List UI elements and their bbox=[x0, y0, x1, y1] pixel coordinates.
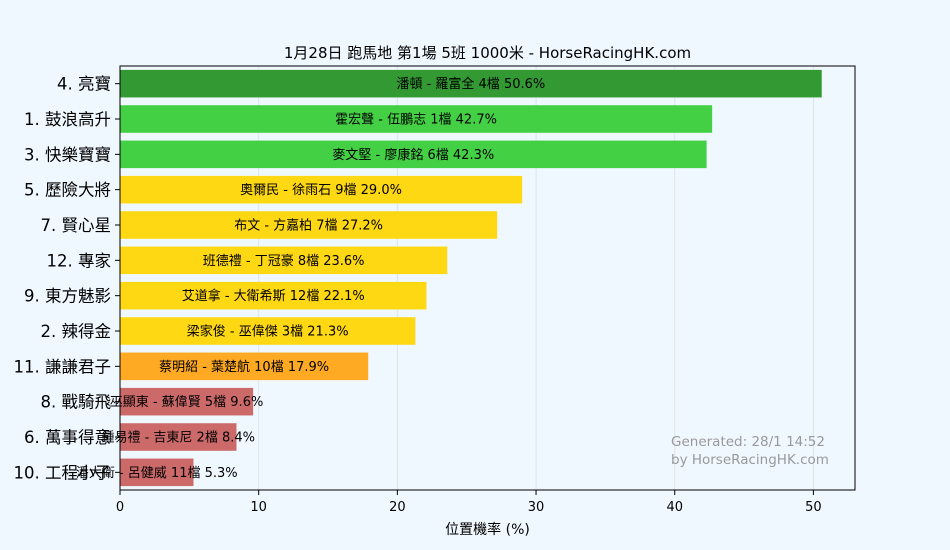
bar-labels: 潘頓 - 羅富全 4檔 50.6% 霍宏聲 - 伍鵬志 1檔 42.7% 麥文堅 -… bbox=[76, 76, 545, 481]
bar bbox=[120, 458, 194, 487]
bar-label: 奧爾民 - 徐雨石 9檔 29.0% bbox=[240, 183, 402, 198]
y-tick-label: 12. 專家 bbox=[47, 251, 112, 270]
x-tick-label: 20 bbox=[389, 500, 406, 515]
y-tick-label: 2. 辣得金 bbox=[41, 322, 112, 341]
y-tick-label: 3. 快樂寶寶 bbox=[24, 144, 111, 164]
bar-label: 麥文堅 - 廖康銘 6檔 42.3% bbox=[332, 147, 494, 163]
y-tick-label: 5. 歷險大將 bbox=[24, 181, 111, 200]
bar-label: 梁家俊 - 巫偉傑 3檔 21.3% bbox=[187, 324, 349, 340]
bar-label: 霍宏聲 - 伍鵬志 1檔 42.7% bbox=[335, 112, 497, 128]
bar bbox=[120, 69, 822, 98]
chart-title: 1月28日 跑馬地 第1場 5班 1000米 - HorseRacingHK.c… bbox=[284, 44, 691, 62]
y-tick-labels: 4. 亮寶 1. 鼓浪高升 3. 快樂寶寶 5. 歷險大將 7. 賢心星 12. 專家 9.… bbox=[14, 74, 120, 482]
x-tick-label: 40 bbox=[666, 500, 683, 515]
bar-label: 艾道拿 - 大衛希斯 12檔 22.1% bbox=[182, 288, 365, 304]
plot-frame bbox=[119, 65, 856, 491]
bar bbox=[120, 211, 498, 239]
bar bbox=[120, 352, 369, 381]
bar bbox=[120, 281, 427, 310]
bar-label: 布文 - 方嘉柏 7檔 27.2% bbox=[234, 218, 383, 234]
bar-label: 班德禮 - 丁冠豪 8檔 23.6% bbox=[203, 253, 365, 269]
bar bbox=[120, 140, 707, 169]
x-tick-label: 0 bbox=[116, 500, 124, 515]
bar-label: 潘大衛 - 呂健威 11檔 5.3% bbox=[76, 466, 238, 481]
bar bbox=[120, 387, 254, 416]
bar bbox=[120, 105, 713, 133]
y-tick-label: 9. 東方魅影 bbox=[24, 287, 111, 306]
x-ticks: 0 10 20 30 40 50 bbox=[116, 490, 822, 515]
bar bbox=[120, 317, 416, 345]
y-tick-label: 8. 戰騎飛 bbox=[41, 393, 112, 412]
y-tick-label: 6. 萬事得意 bbox=[24, 428, 111, 447]
bar bbox=[120, 246, 448, 275]
y-tick-label: 7. 賢心星 bbox=[41, 216, 112, 235]
bars bbox=[120, 69, 822, 487]
bar-label: 巫顯東 - 蘇偉賢 5檔 9.6% bbox=[110, 394, 264, 410]
y-tick-label: 10. 工程小子 bbox=[14, 463, 112, 482]
bar-label: 蔡明紹 - 葉楚航 10檔 17.9% bbox=[159, 359, 329, 375]
site-annotation: by HorseRacingHK.com bbox=[671, 452, 829, 468]
y-tick-label: 11. 謙謙君子 bbox=[14, 357, 112, 376]
plot-area bbox=[120, 66, 855, 490]
x-tick-label: 50 bbox=[805, 500, 822, 515]
x-tick-label: 10 bbox=[250, 500, 267, 515]
bar-label: 潘頓 - 羅富全 4檔 50.6% bbox=[396, 76, 545, 92]
x-tick-label: 30 bbox=[528, 500, 545, 515]
x-axis-label: 位置機率 (%) bbox=[445, 521, 530, 538]
bar bbox=[120, 423, 237, 451]
bar bbox=[120, 175, 523, 204]
bar-label: 鍾易禮 - 吉東尼 2檔 8.4% bbox=[101, 430, 255, 446]
generated-annotation: Generated: 28/1 14:52 bbox=[671, 434, 825, 450]
y-tick-label: 4. 亮寶 bbox=[57, 74, 111, 94]
y-tick-label: 1. 鼓浪高升 bbox=[24, 110, 111, 129]
